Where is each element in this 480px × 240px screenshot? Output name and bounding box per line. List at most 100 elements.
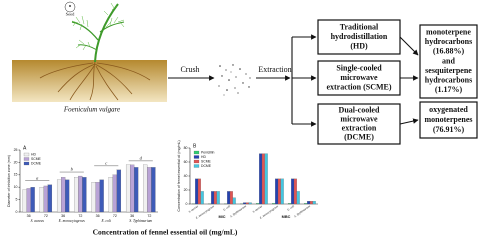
legend-swatch bbox=[193, 155, 200, 159]
arrow bbox=[399, 118, 419, 125]
x-tick-label: S. aureus bbox=[188, 204, 200, 214]
group-label: E. coli bbox=[101, 219, 111, 223]
method-text: Traditional bbox=[340, 22, 379, 31]
result-box bbox=[419, 101, 478, 139]
x-tick-label: 36 bbox=[96, 214, 100, 218]
y-tick-label: 40 bbox=[184, 174, 188, 178]
bar bbox=[147, 167, 152, 213]
method-text: extraction bbox=[342, 123, 377, 132]
step-label: Crush bbox=[180, 65, 199, 74]
bar bbox=[216, 191, 220, 205]
bar bbox=[125, 164, 131, 213]
bar bbox=[56, 179, 62, 213]
bar bbox=[95, 182, 100, 213]
method-text: Single-cooled bbox=[336, 63, 382, 72]
result-text: (1.17%) bbox=[435, 85, 463, 94]
bar bbox=[130, 164, 135, 213]
y-tick-label: 20 bbox=[14, 160, 18, 164]
bar bbox=[248, 202, 252, 205]
bar bbox=[232, 197, 236, 205]
legend-swatch bbox=[23, 152, 30, 157]
y-tick-label: 60 bbox=[184, 160, 188, 164]
bar bbox=[61, 177, 66, 213]
bar bbox=[307, 201, 311, 205]
x-tick-label: S. Typhimurium bbox=[229, 204, 247, 219]
y-tick-label: 5 bbox=[16, 198, 18, 202]
bar bbox=[197, 178, 201, 205]
result-text: monoterpenes bbox=[425, 115, 473, 124]
bar bbox=[296, 191, 300, 205]
legend-label: DCME bbox=[201, 164, 212, 168]
bar bbox=[213, 191, 217, 205]
y-axis-label: Diameter of inhibition zone (mm) bbox=[7, 155, 11, 207]
bar bbox=[151, 167, 156, 213]
x-tick-label: E. coli bbox=[285, 204, 295, 212]
bar bbox=[229, 191, 233, 205]
leaves bbox=[71, 2, 125, 51]
y-tick-label: 15 bbox=[14, 173, 18, 177]
legend-swatch bbox=[23, 157, 30, 161]
seed-label: Seed bbox=[66, 12, 75, 17]
panel-label: B bbox=[193, 143, 197, 149]
result-text: hydrocarbons bbox=[425, 37, 472, 46]
bar bbox=[304, 203, 308, 205]
y-axis-label: Concentration of fennel essential oil (m… bbox=[177, 140, 181, 211]
legend-label: DCME bbox=[31, 161, 42, 165]
x-tick-label: S. aureus bbox=[252, 204, 264, 214]
bar bbox=[211, 191, 215, 205]
group-label: E. monocytogenes bbox=[58, 219, 86, 223]
method-text: extraction (SCME) bbox=[326, 82, 391, 91]
x-tick-label: 72 bbox=[113, 214, 117, 218]
significance-letter: b bbox=[71, 167, 74, 172]
bar bbox=[91, 182, 96, 213]
x-tick-label: 36 bbox=[61, 214, 65, 218]
legend-swatch bbox=[193, 159, 200, 164]
bar bbox=[99, 179, 104, 213]
result-text: and bbox=[442, 56, 455, 65]
bar bbox=[293, 178, 297, 205]
bar bbox=[47, 184, 53, 213]
bar bbox=[30, 187, 35, 213]
group-label: MIC bbox=[219, 215, 226, 219]
bar bbox=[309, 201, 313, 205]
bar bbox=[39, 187, 44, 213]
legend-label: HD bbox=[31, 152, 36, 156]
bar bbox=[288, 203, 292, 205]
bar bbox=[43, 185, 48, 213]
bar bbox=[280, 178, 284, 205]
bar bbox=[82, 177, 87, 213]
y-tick-label: 80 bbox=[184, 146, 188, 150]
legend-swatch bbox=[193, 164, 200, 168]
method-box bbox=[317, 103, 401, 145]
legend-label: SCME bbox=[31, 157, 42, 161]
bar bbox=[108, 177, 113, 213]
bar bbox=[277, 178, 281, 205]
seed-callout: Seed bbox=[64, 1, 76, 17]
bar bbox=[245, 202, 249, 205]
y-tick-label: 25 bbox=[14, 148, 18, 152]
method-text: microwave bbox=[340, 114, 378, 123]
bar bbox=[291, 178, 295, 205]
method-text: hydrodistillation bbox=[331, 32, 388, 41]
bar bbox=[259, 153, 263, 205]
x-tick-label: 36 bbox=[130, 214, 134, 218]
significance-letter: c bbox=[105, 160, 107, 165]
roots bbox=[39, 61, 151, 101]
bar bbox=[264, 153, 268, 205]
x-tick-label: 72 bbox=[44, 214, 48, 218]
legend-label: HD bbox=[201, 155, 206, 159]
x-tick-label: E. coli bbox=[221, 204, 231, 212]
y-tick-label: 0 bbox=[16, 210, 18, 214]
bar bbox=[261, 153, 265, 205]
bar bbox=[78, 175, 83, 213]
y-tick-label: 10 bbox=[14, 185, 18, 189]
legend-label: Penicillin bbox=[201, 150, 214, 154]
bar bbox=[143, 164, 148, 213]
x-caption: Concentration of fennel essential oil (m… bbox=[93, 228, 238, 237]
step-label: Extraction bbox=[258, 65, 291, 74]
bar bbox=[312, 201, 316, 205]
y-tick-label: 20 bbox=[184, 188, 188, 192]
group-label: MBC bbox=[282, 215, 291, 219]
